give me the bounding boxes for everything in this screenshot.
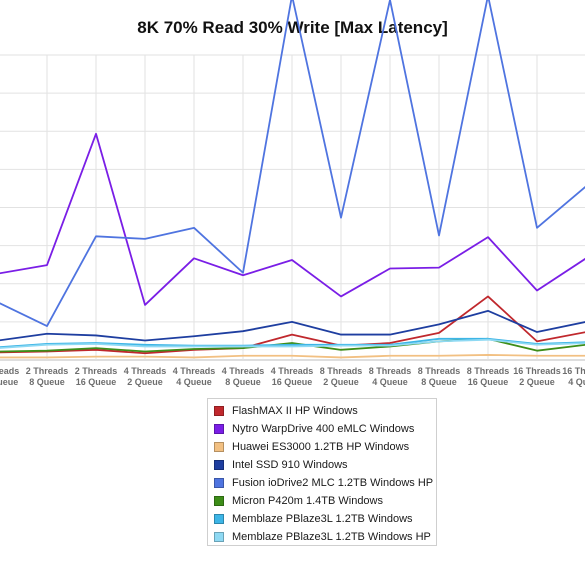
legend-label: Memblaze PBlaze3L 1.2TB Windows HP bbox=[232, 531, 431, 543]
legend-label: Fusion ioDrive2 MLC 1.2TB Windows HP bbox=[232, 477, 434, 489]
legend: FlashMAX II HP Windows Nytro WarpDrive 40… bbox=[207, 398, 437, 546]
series-lines bbox=[0, 0, 585, 359]
series-line bbox=[0, 132, 585, 306]
legend-label: Intel SSD 910 Windows bbox=[232, 459, 348, 471]
series-line bbox=[0, 295, 585, 355]
legend-swatch bbox=[214, 532, 224, 542]
chart-title: 8K 70% Read 30% Write [Max Latency] bbox=[137, 18, 448, 37]
legend-swatch bbox=[214, 424, 224, 434]
legend-swatch bbox=[214, 460, 224, 470]
legend-swatch bbox=[214, 442, 224, 452]
x-tick-label: 4 Threads 8 Queue bbox=[222, 366, 265, 387]
legend-label: Micron P420m 1.4TB Windows bbox=[232, 495, 383, 507]
x-tick-label: 2 Threads 8 Queue bbox=[26, 366, 69, 387]
legend-item: Huawei ES3000 1.2TB HP Windows bbox=[214, 439, 409, 455]
x-tick-label: 8 Threads 2 Queue bbox=[320, 366, 363, 387]
x-tick-label: 4 Threads 2 Queue bbox=[124, 366, 167, 387]
x-tick-label: 8 Threads 4 Queue bbox=[369, 366, 412, 387]
legend-swatch bbox=[214, 478, 224, 488]
legend-label: FlashMAX II HP Windows bbox=[232, 405, 358, 417]
x-tick-label: 8 Threads 16 Queue bbox=[467, 366, 510, 387]
x-tick-label: 4 Threads 16 Queue bbox=[271, 366, 314, 387]
series-line bbox=[0, 0, 585, 328]
legend-label: Memblaze PBlaze3L 1.2TB Windows bbox=[232, 513, 413, 525]
x-tick-label: 8 Threads 8 Queue bbox=[418, 366, 461, 387]
legend-label: Nytro WarpDrive 400 eMLC Windows bbox=[232, 423, 415, 435]
legend-item: Memblaze PBlaze3L 1.2TB Windows HP bbox=[214, 529, 431, 545]
x-tick-label: 16 Threads 2 Queue bbox=[513, 366, 561, 387]
legend-item: Memblaze PBlaze3L 1.2TB Windows bbox=[214, 511, 413, 527]
series-line bbox=[0, 338, 585, 349]
x-tick-label: 4 Threads 4 Queue bbox=[173, 366, 216, 387]
series-line bbox=[0, 309, 585, 342]
legend-label: Huawei ES3000 1.2TB HP Windows bbox=[232, 441, 410, 453]
legend-item: Intel SSD 910 Windows bbox=[214, 457, 348, 473]
legend-item: FlashMAX II HP Windows bbox=[214, 403, 358, 419]
legend-swatch bbox=[214, 496, 224, 506]
legend-swatch bbox=[214, 514, 224, 524]
gridlines bbox=[0, 54, 585, 361]
legend-item: Nytro WarpDrive 400 eMLC Windows bbox=[214, 421, 414, 437]
series-line bbox=[0, 354, 585, 359]
legend-swatch bbox=[214, 406, 224, 416]
legend-item: Fusion ioDrive2 MLC 1.2TB Windows HP bbox=[214, 475, 433, 491]
x-tick-label: 2 Threads 16 Queue bbox=[75, 366, 118, 387]
legend-item: Micron P420m 1.4TB Windows bbox=[214, 493, 383, 509]
